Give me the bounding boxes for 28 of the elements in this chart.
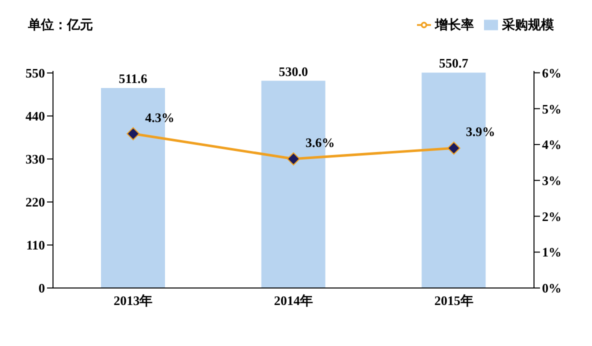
y2-tick-label: 5% [542,101,562,116]
y2-tick-label: 4% [542,137,562,152]
y2-tick-label: 6% [542,65,562,80]
data-label: 550.7 [439,56,469,71]
y-tick-label: 550 [26,66,45,81]
x-tick-label: 2015年 [434,293,474,308]
y-tick-label: 330 [26,152,45,167]
y-tick-label: 440 [26,108,45,124]
data-label: 3.6% [306,134,335,150]
y2-tick-label: 0% [542,280,562,296]
x-tick-label: 2013年 [114,293,153,308]
y-tick-label: 110 [26,238,45,253]
point [126,127,140,140]
point [447,142,460,155]
y-tick-label: 220 [26,194,45,210]
text: 单位：亿元 [28,17,93,34]
y2-tick-label: 2% [542,208,562,224]
data-label: 530.0 [278,64,308,79]
y2-tick-label: 3% [542,173,562,188]
y-tick-label: 0 [38,280,45,296]
point [287,152,300,166]
data-label: 4.3% [145,110,174,125]
data-label: 3.9% [466,124,496,140]
x-tick-label: 2014年 [274,293,313,308]
legend-label: 采购规模 [502,18,554,33]
legend-label: 增长率 [435,18,474,33]
y2-tick-label: 1% [542,244,562,260]
data-label: 511.6 [118,70,148,86]
